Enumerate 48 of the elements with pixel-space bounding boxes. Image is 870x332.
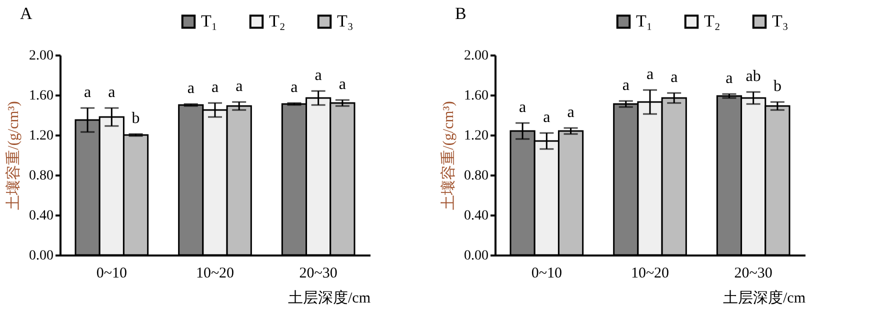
y-tick-label: 0.00 [29, 248, 54, 264]
x-axis-title: 土层深度/cm [288, 290, 371, 306]
x-tick-label: 10~20 [630, 266, 670, 282]
data-label: a [646, 66, 654, 83]
data-label: b [132, 110, 140, 127]
y-tick-label: 0.40 [29, 208, 54, 224]
legend-label: T₁ [201, 12, 218, 31]
y-tick-label: 0.40 [464, 208, 488, 224]
data-label: a [519, 99, 526, 116]
data-label: ab [746, 68, 761, 85]
y-tick-label: 0.00 [464, 248, 488, 264]
data-label: a [84, 84, 92, 101]
y-tick-label: 2.00 [464, 48, 488, 64]
data-label: a [108, 84, 116, 101]
y-tick-label: 0.80 [464, 168, 488, 184]
data-label: a [670, 69, 678, 86]
chart-title: A [20, 4, 33, 23]
y-tick-label: 1.20 [29, 128, 54, 144]
y-tick-label: 2.00 [29, 48, 54, 64]
y-tick-label: 1.60 [29, 88, 54, 104]
legend-label: T₃ [772, 12, 788, 31]
data-label: a [543, 109, 550, 126]
y-tick-label: 0.80 [29, 168, 54, 184]
data-label: a [211, 79, 219, 96]
data-label: a [726, 70, 733, 87]
x-tick-label: 0~10 [96, 266, 127, 282]
data-label: a [314, 67, 322, 84]
x-tick-label: 0~10 [531, 266, 562, 282]
legend-label: T₂ [704, 12, 720, 31]
x-axis-title: 土层深度/cm [723, 290, 806, 306]
y-axis-title: 土壤容重/(g/cm³) [5, 101, 22, 210]
data-label: a [187, 80, 194, 97]
data-label: b [773, 78, 782, 95]
legend-label: T₂ [269, 12, 286, 31]
y-tick-label: 1.60 [464, 88, 488, 104]
x-tick-label: 20~30 [299, 266, 338, 282]
data-label: a [290, 79, 298, 96]
data-label: a [567, 104, 574, 121]
x-tick-label: 10~20 [196, 266, 234, 282]
x-tick-label: 20~30 [734, 266, 772, 282]
y-axis-title: 土壤容重/(g/cm³) [440, 101, 457, 210]
chart-title: B [455, 4, 466, 23]
data-label: a [338, 76, 346, 93]
y-tick-label: 1.20 [464, 128, 488, 144]
legend-label: T₁ [636, 12, 652, 31]
data-label: a [622, 77, 630, 94]
legend-label: T₃ [337, 12, 354, 31]
data-label: a [236, 78, 243, 95]
